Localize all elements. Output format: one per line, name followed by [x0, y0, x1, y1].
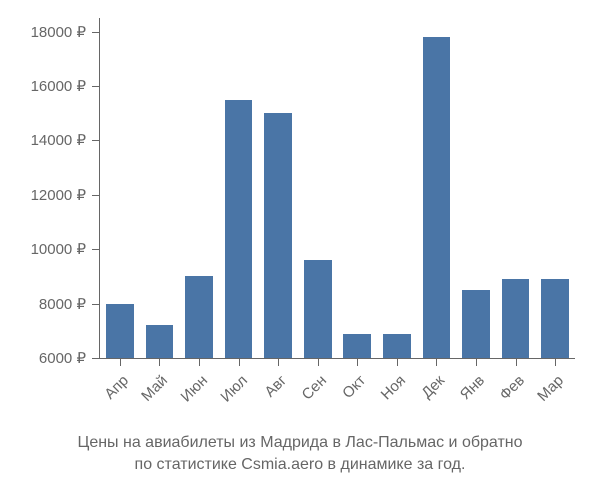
price-chart: 6000 ₽ 8000 ₽ 10000 ₽ 12000 ₽ 14000 ₽ 16000 ₽…	[0, 0, 600, 500]
bar-slot: Мар	[535, 18, 575, 358]
bar-slot: Дек	[417, 18, 457, 358]
x-tick	[159, 358, 160, 366]
bar	[185, 276, 213, 358]
y-tick-label: 10000 ₽	[31, 240, 100, 258]
plot-area: 6000 ₽8000 ₽10000 ₽12000 ₽14000 ₽16000 ₽…	[100, 18, 575, 358]
y-tick-label: 6000 ₽	[39, 349, 100, 367]
bar-slot: Июл	[219, 18, 259, 358]
bar	[225, 100, 253, 358]
x-tick	[199, 358, 200, 366]
bar	[146, 325, 174, 358]
x-tick	[436, 358, 437, 366]
bar	[304, 260, 332, 358]
x-tick	[516, 358, 517, 366]
y-tick-label: 12000 ₽	[31, 186, 100, 204]
x-tick	[476, 358, 477, 366]
x-tick	[278, 358, 279, 366]
caption-line-2: по статистике Csmia.aero в динамике за г…	[135, 456, 466, 473]
x-tick	[397, 358, 398, 366]
x-tick	[239, 358, 240, 366]
bar-slot: Окт	[337, 18, 377, 358]
bar-slot: Май	[140, 18, 180, 358]
y-tick-label: 14000 ₽	[31, 131, 100, 149]
x-tick	[318, 358, 319, 366]
bar	[462, 290, 490, 358]
bar	[106, 304, 134, 358]
bar-slot: Ноя	[377, 18, 417, 358]
bar	[264, 113, 292, 358]
x-tick	[555, 358, 556, 366]
bar	[343, 334, 371, 358]
bar	[502, 279, 530, 358]
bar-slot: Янв	[456, 18, 496, 358]
y-tick-label: 16000 ₽	[31, 77, 100, 95]
bars-container: АпрМайИюнИюлАвгСенОктНояДекЯнвФевМар	[100, 18, 575, 358]
y-tick-label: 8000 ₽	[39, 295, 100, 313]
bar-slot: Сен	[298, 18, 338, 358]
bar-slot: Авг	[258, 18, 298, 358]
bar	[541, 279, 569, 358]
bar-slot: Июн	[179, 18, 219, 358]
x-tick	[357, 358, 358, 366]
x-tick-label: Авг	[278, 355, 307, 384]
x-tick	[120, 358, 121, 366]
caption-line-1: Цены на авиабилеты из Мадрида в Лас-Паль…	[77, 434, 522, 451]
bar	[423, 37, 451, 358]
bar-slot: Фев	[496, 18, 536, 358]
y-tick-label: 18000 ₽	[31, 23, 100, 41]
bar	[383, 334, 411, 358]
bar-slot: Апр	[100, 18, 140, 358]
chart-caption: Цены на авиабилеты из Мадрида в Лас-Паль…	[0, 432, 600, 475]
